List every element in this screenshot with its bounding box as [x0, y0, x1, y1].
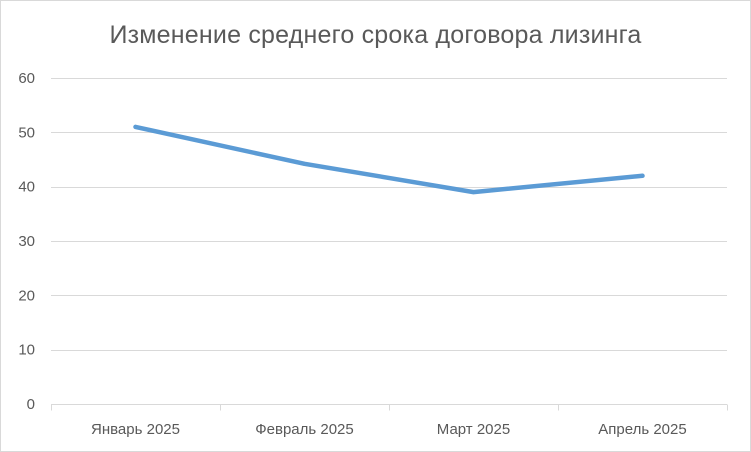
y-tick-label: 10 [18, 342, 35, 359]
y-tick-label: 30 [18, 233, 35, 250]
x-tick-label: Февраль 2025 [255, 421, 354, 438]
series-layer [133, 124, 645, 195]
x-tick-label: Январь 2025 [91, 421, 180, 438]
data-point [471, 190, 476, 195]
data-point [302, 161, 307, 166]
y-axis-tick-labels: 0 10 20 30 40 50 60 [18, 70, 35, 413]
y-tick-label: 40 [18, 179, 35, 196]
y-tick-label: 50 [18, 124, 35, 141]
x-axis [51, 404, 728, 411]
gridlines [51, 78, 727, 351]
data-point [133, 124, 138, 129]
x-tick-label: Март 2025 [437, 421, 510, 438]
x-axis-tick-labels: Январь 2025 Февраль 2025 Март 2025 Апрель 2… [91, 421, 687, 438]
y-tick-label: 20 [18, 287, 35, 304]
y-tick-label: 0 [27, 396, 35, 413]
x-tick-label: Апрель 2025 [598, 421, 686, 438]
series-line [133, 124, 645, 195]
data-point [640, 173, 645, 178]
chart-title: Изменение среднего срока договора лизинг… [109, 21, 642, 49]
y-tick-label: 60 [18, 70, 35, 87]
